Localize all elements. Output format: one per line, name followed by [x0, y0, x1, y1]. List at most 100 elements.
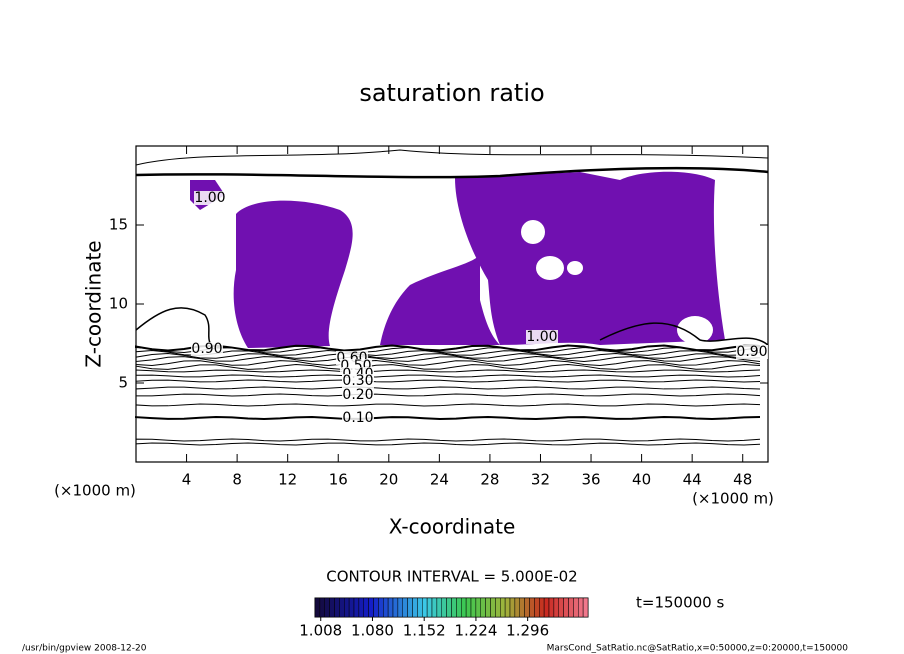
contour-line: [135, 149, 769, 166]
colorbar-cell: [563, 597, 569, 618]
contour-line: [599, 322, 769, 346]
contour-line: [135, 344, 761, 352]
y-unit: (×1000 m): [54, 482, 136, 500]
colorbar-cell: [339, 597, 345, 618]
contour-lines: [135, 149, 769, 446]
colorbar-cell: [441, 597, 447, 618]
contour-label: 1.00: [526, 329, 557, 345]
contour-line: [135, 415, 761, 421]
contour-label: 0.10: [342, 410, 373, 426]
colorbar-cell: [426, 597, 433, 618]
contour-line: [135, 307, 221, 349]
x-tick-label: 32: [531, 471, 550, 489]
colorbar-cell: [353, 597, 360, 618]
x-axis-label: X-coordinate: [389, 515, 516, 539]
contour-line: [135, 386, 761, 390]
x-tick-label: 48: [733, 471, 752, 489]
contour-line: [135, 353, 761, 359]
x-tick-label: 28: [480, 471, 499, 489]
x-tick-label: 4: [182, 471, 192, 489]
colorbar-cell: [543, 597, 550, 618]
colorbar-cell: [568, 597, 574, 618]
colorbar-cell: [558, 597, 564, 618]
contour-line: [135, 438, 761, 442]
colorbar-cell: [539, 597, 545, 618]
x-tick-label: 40: [632, 471, 651, 489]
colorbar-cell: [451, 597, 457, 618]
contour-label-bg: [526, 330, 558, 344]
colorbar-cell: [524, 597, 530, 618]
contour-label-bg: [342, 388, 374, 402]
colorbar-cell: [480, 597, 486, 618]
colorbar-cell: [397, 597, 403, 618]
contour-label-bg: [342, 374, 374, 388]
x-tick-label: 20: [379, 471, 398, 489]
contour-line: [135, 442, 761, 446]
colorbar-cell: [490, 597, 496, 618]
colorbar-cell: [348, 597, 355, 618]
colorbar-tick-label: 1.008: [299, 622, 342, 640]
contour-line: [135, 374, 761, 378]
contour-label: 0.30: [342, 373, 373, 389]
y-tick-label: 10: [109, 295, 128, 313]
colorbar-cell: [461, 597, 467, 618]
colorbar-cell: [392, 597, 399, 618]
x-tick-label: 8: [232, 471, 242, 489]
colorbar-cell: [412, 597, 418, 618]
colorbar-cell: [329, 597, 335, 618]
chart-title: saturation ratio: [359, 79, 544, 107]
colorbar-cell: [422, 597, 428, 618]
x-tick-label: 16: [329, 471, 348, 489]
colorbar-cell: [402, 597, 408, 618]
y-tick-label: 5: [118, 374, 128, 392]
colorbar-cell: [509, 597, 516, 618]
colorbar-cell: [417, 597, 423, 618]
colorbar-cell: [475, 597, 481, 618]
colorbar-cell: [314, 597, 321, 618]
colorbar-tick-label: 1.152: [403, 622, 446, 640]
colorbar-tick-label: 1.224: [454, 622, 497, 640]
colorbar-cell: [548, 597, 555, 618]
colorbar: [314, 597, 589, 618]
contour-label-bg: [194, 191, 226, 205]
contour-label: 0.90: [191, 341, 222, 357]
contour-line: [135, 166, 769, 179]
colorbar-cell: [378, 597, 384, 618]
colorbar-cell: [500, 597, 506, 618]
colorbar-cell: [387, 597, 394, 618]
x-unit: (×1000 m): [692, 490, 774, 508]
contour-label-bg: [736, 345, 768, 359]
colorbar-cell: [368, 597, 374, 618]
y-axis-label: Z-coordinate: [82, 240, 106, 367]
colorbar-cell: [446, 597, 452, 618]
contour-label-bg: [342, 411, 374, 425]
x-tick-label: 12: [278, 471, 297, 489]
colorbar-cell: [373, 597, 379, 618]
contour-line: [135, 379, 761, 383]
colorbar-cell: [344, 597, 350, 618]
contour-label: 1.00: [194, 190, 225, 206]
shade-holes: [521, 220, 713, 344]
colorbar-cell: [319, 597, 325, 618]
contour-line: [135, 364, 761, 370]
shaded-region: [190, 171, 725, 348]
colorbar-cell: [573, 597, 579, 618]
contour-interval: CONTOUR INTERVAL = 5.000E-02: [326, 568, 577, 586]
colorbar-cell: [358, 597, 364, 618]
colorbar-cell: [553, 597, 559, 618]
colorbar-cell: [334, 597, 340, 618]
colorbar-cell: [456, 597, 462, 618]
colorbar-cell: [519, 597, 525, 618]
colorbar-cell: [534, 597, 540, 618]
contour-label-bg: [191, 342, 223, 356]
footer-left: /usr/bin/gpview 2008-12-20: [22, 644, 147, 654]
colorbar-cell: [470, 597, 477, 618]
colorbar-cell: [465, 597, 472, 618]
colorbar-cell: [495, 597, 501, 618]
colorbar-cell: [514, 597, 520, 618]
contour-line: [135, 356, 761, 363]
contour-line: [135, 369, 761, 373]
colorbar-cell: [431, 597, 438, 618]
x-tick-label: 24: [430, 471, 449, 489]
footer-right: MarsCond_SatRatio.nc@SatRatio,x=0:50000,…: [547, 644, 849, 654]
